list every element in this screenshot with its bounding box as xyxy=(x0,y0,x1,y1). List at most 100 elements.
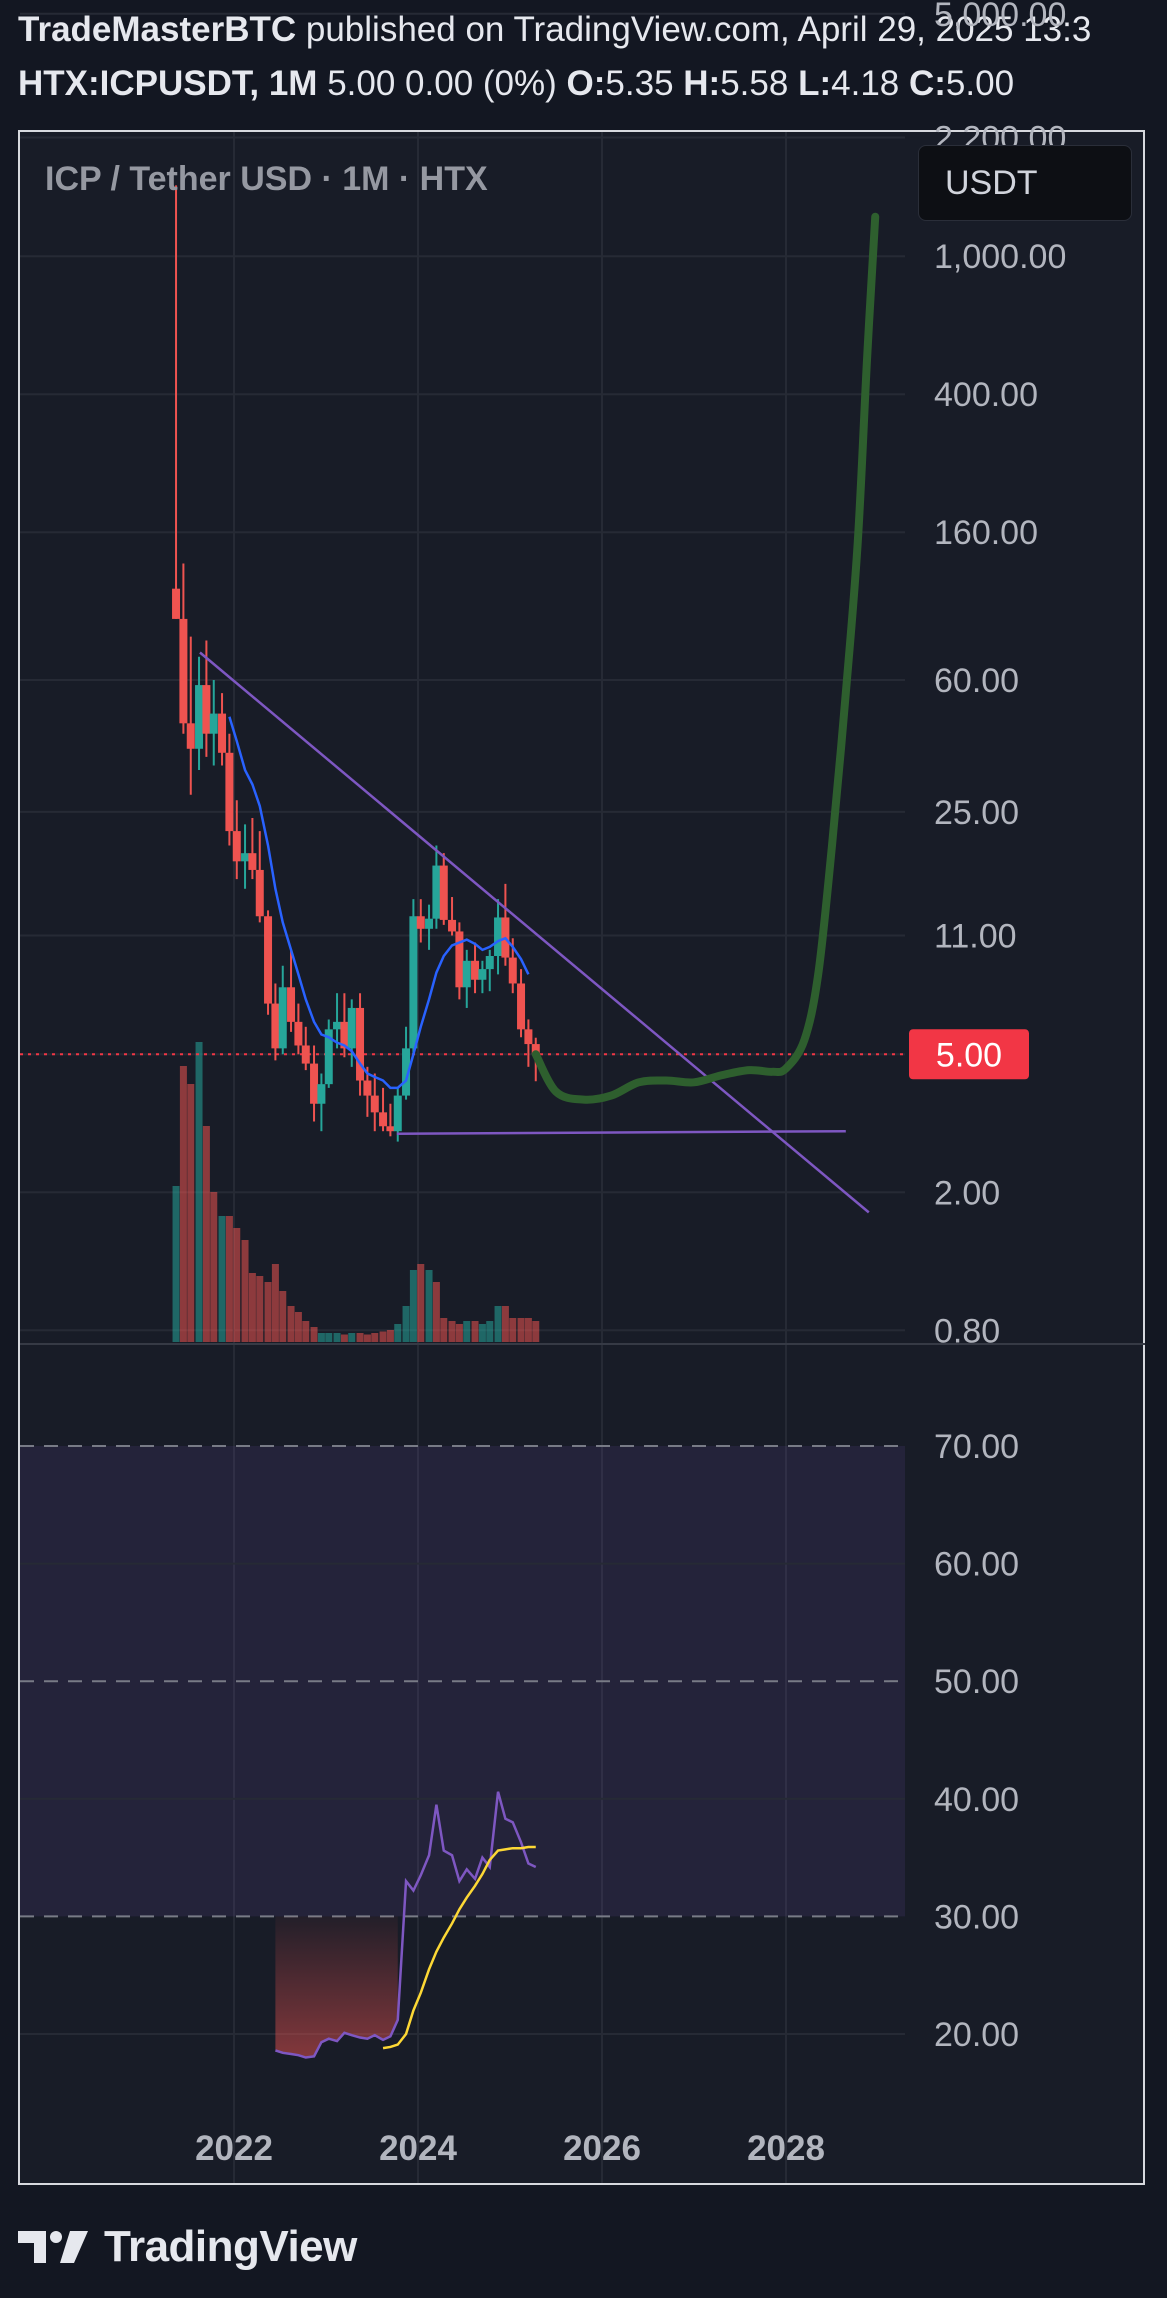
volume-bar xyxy=(386,1330,394,1342)
author-name[interactable]: TradeMasterBTC xyxy=(18,10,297,49)
candle-body xyxy=(356,1007,365,1081)
volume-bar xyxy=(310,1327,318,1342)
time-axis-label: 2024 xyxy=(379,2129,457,2168)
moving-average-line xyxy=(228,716,530,1090)
candle-body xyxy=(255,869,264,917)
volume-bar xyxy=(241,1240,249,1342)
rsi-axis-label: 40.00 xyxy=(934,1781,1019,1819)
volume-bar xyxy=(494,1306,502,1342)
price-axis-label: 400.00 xyxy=(934,376,1038,414)
volume-bar xyxy=(402,1306,410,1342)
candle-body xyxy=(379,1112,388,1127)
publish-info: published on TradingView.com, April 29, … xyxy=(305,10,1092,49)
price-axis-label: 11.00 xyxy=(934,918,1017,956)
time-axis-label: 2028 xyxy=(747,2129,825,2168)
candle-body xyxy=(425,918,434,929)
candle-body xyxy=(432,865,441,919)
rsi-axis-label: 20.00 xyxy=(934,2016,1019,2054)
open-value: 5.35 xyxy=(605,64,674,103)
candle-body xyxy=(186,723,195,749)
publish-header: TradeMasterBTC published on TradingView.… xyxy=(18,10,1091,50)
volume-bar xyxy=(256,1276,264,1342)
candle-body xyxy=(195,685,204,749)
candle-body xyxy=(232,831,241,862)
candle-body xyxy=(172,588,181,619)
price-axis-label: 2.00 xyxy=(934,1174,1000,1212)
price-axis-label: 5,000.00 xyxy=(934,0,1066,34)
volume-bar xyxy=(486,1321,494,1342)
ohlc-header: HTX:ICPUSDT, 1M 5.00 0.00 (0%) O:5.35 H:… xyxy=(18,64,1014,104)
volume-bar xyxy=(172,1186,180,1342)
tradingview-logo-icon xyxy=(18,2231,88,2263)
candle-body xyxy=(455,931,464,988)
candle-body xyxy=(478,969,487,980)
candle-body xyxy=(294,1021,303,1046)
candle-body xyxy=(508,957,517,984)
candle-body xyxy=(448,919,457,932)
candle-body xyxy=(370,1095,379,1113)
volume-bar xyxy=(432,1282,440,1342)
high-label: H: xyxy=(683,64,721,103)
volume-bar xyxy=(356,1333,364,1342)
time-axis-label: 2026 xyxy=(563,2129,641,2168)
price-axis-label: 160.00 xyxy=(934,514,1038,552)
volume-bar xyxy=(417,1264,425,1342)
volume-bar xyxy=(425,1270,433,1342)
candle-body xyxy=(340,1021,349,1049)
volume-bar xyxy=(325,1333,333,1342)
volume-bar xyxy=(394,1324,402,1342)
high-value: 5.58 xyxy=(720,64,789,103)
brand-name: TradingView xyxy=(104,2222,357,2271)
rsi-axis-label: 50.00 xyxy=(934,1663,1019,1701)
volume-bar xyxy=(363,1334,371,1342)
candle-body xyxy=(225,752,234,832)
low-label: L: xyxy=(798,64,832,103)
candle-body xyxy=(209,713,218,734)
volume-bar xyxy=(302,1321,310,1342)
volume-bar xyxy=(340,1334,348,1342)
descending-trendline xyxy=(199,651,870,1214)
candle-body xyxy=(248,853,257,870)
candle-body xyxy=(386,1126,395,1132)
close-value: 5.00 xyxy=(945,64,1015,103)
volume-bar xyxy=(524,1318,532,1342)
candle-body xyxy=(524,1029,533,1045)
candle-body xyxy=(402,1048,411,1096)
open-label: O: xyxy=(566,64,606,103)
volume-bar xyxy=(271,1264,279,1342)
volume-bar xyxy=(532,1321,540,1342)
low-value: 4.18 xyxy=(831,64,900,103)
candle-body xyxy=(363,1080,372,1096)
candle-body xyxy=(416,916,425,929)
volume-bar xyxy=(448,1321,456,1342)
volume-bar xyxy=(187,1084,195,1342)
volume-bar xyxy=(463,1321,471,1342)
volume-bar xyxy=(440,1318,448,1342)
price-axis-label: 1,000.00 xyxy=(934,238,1066,276)
volume-bar xyxy=(478,1324,486,1342)
volume-bar xyxy=(202,1126,210,1342)
candle-body xyxy=(179,618,188,724)
candle-body xyxy=(517,983,526,1030)
price-tag-label: 5.00 xyxy=(936,1036,1002,1074)
candle-body xyxy=(393,1095,402,1132)
candle-body xyxy=(409,916,418,1049)
volume-bar xyxy=(348,1333,356,1342)
rsi-oversold-fill xyxy=(275,1916,398,2058)
change-value: 5.00 0.00 (0%) xyxy=(327,64,557,103)
projection-curve xyxy=(531,212,880,1104)
volume-bar xyxy=(409,1270,417,1342)
volume-bar xyxy=(210,1192,218,1342)
candle-body xyxy=(494,917,503,957)
volume-bar xyxy=(264,1282,272,1342)
candle-body xyxy=(218,713,227,753)
volume-bar xyxy=(248,1273,256,1342)
candle-body xyxy=(278,987,287,1049)
footer-logo[interactable]: TradingView xyxy=(18,2222,357,2272)
currency-button[interactable]: USDT xyxy=(918,145,1132,221)
volume-bar xyxy=(371,1333,379,1342)
candle-body xyxy=(264,916,273,1004)
volume-bar xyxy=(455,1324,463,1342)
candle-body xyxy=(317,1084,326,1104)
